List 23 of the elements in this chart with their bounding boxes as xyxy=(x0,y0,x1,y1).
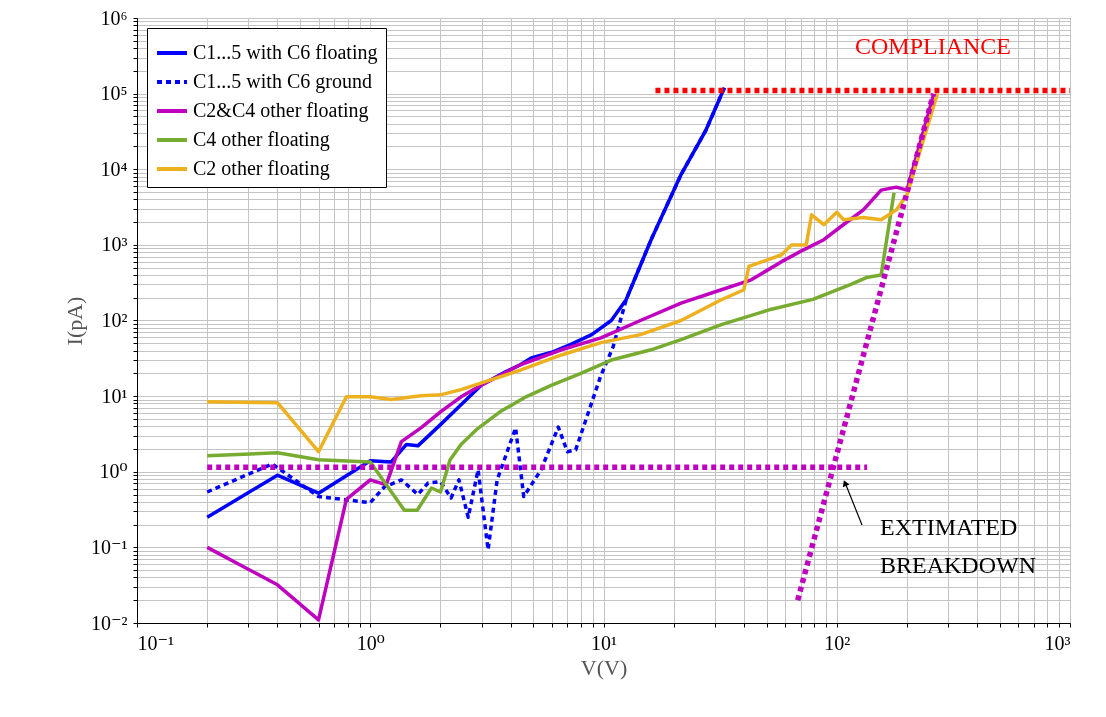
y-tick-label: 10⁴ xyxy=(100,157,128,180)
y-tick-label: 10¹ xyxy=(101,384,128,407)
annotation: EXTIMATED BREAKDOWN xyxy=(880,514,1036,578)
x-tick-label: 10¹ xyxy=(591,631,617,654)
y-tick-label: 10⁻² xyxy=(90,611,128,634)
y-tick-label: 10⁻¹ xyxy=(90,535,128,558)
legend-label: C1...5 with C6 ground xyxy=(193,70,372,93)
legend-label: C1...5 with C6 floating xyxy=(193,41,378,64)
x-tick-label: 10⁰ xyxy=(356,631,385,654)
y-tick-label: 10⁰ xyxy=(99,460,128,483)
legend-label: C2&C4 other floating xyxy=(193,99,369,122)
x-tick-label: 10⁻¹ xyxy=(137,631,175,654)
legend-label: C2 other floating xyxy=(193,157,330,180)
y-tick-label: 10⁶ xyxy=(100,6,128,29)
x-tick-label: 10³ xyxy=(1044,631,1071,654)
annotation: COMPLIANCE xyxy=(854,33,1012,59)
y-tick-label: 10⁵ xyxy=(100,82,128,105)
y-tick-label: 10³ xyxy=(101,233,128,256)
x-axis-title: V(V) xyxy=(580,654,628,680)
x-tick-label: 10² xyxy=(824,631,851,654)
legend-label: C4 other floating xyxy=(193,128,330,151)
y-tick-label: 10² xyxy=(101,309,128,331)
y-axis-title: I(pA) xyxy=(61,296,87,346)
